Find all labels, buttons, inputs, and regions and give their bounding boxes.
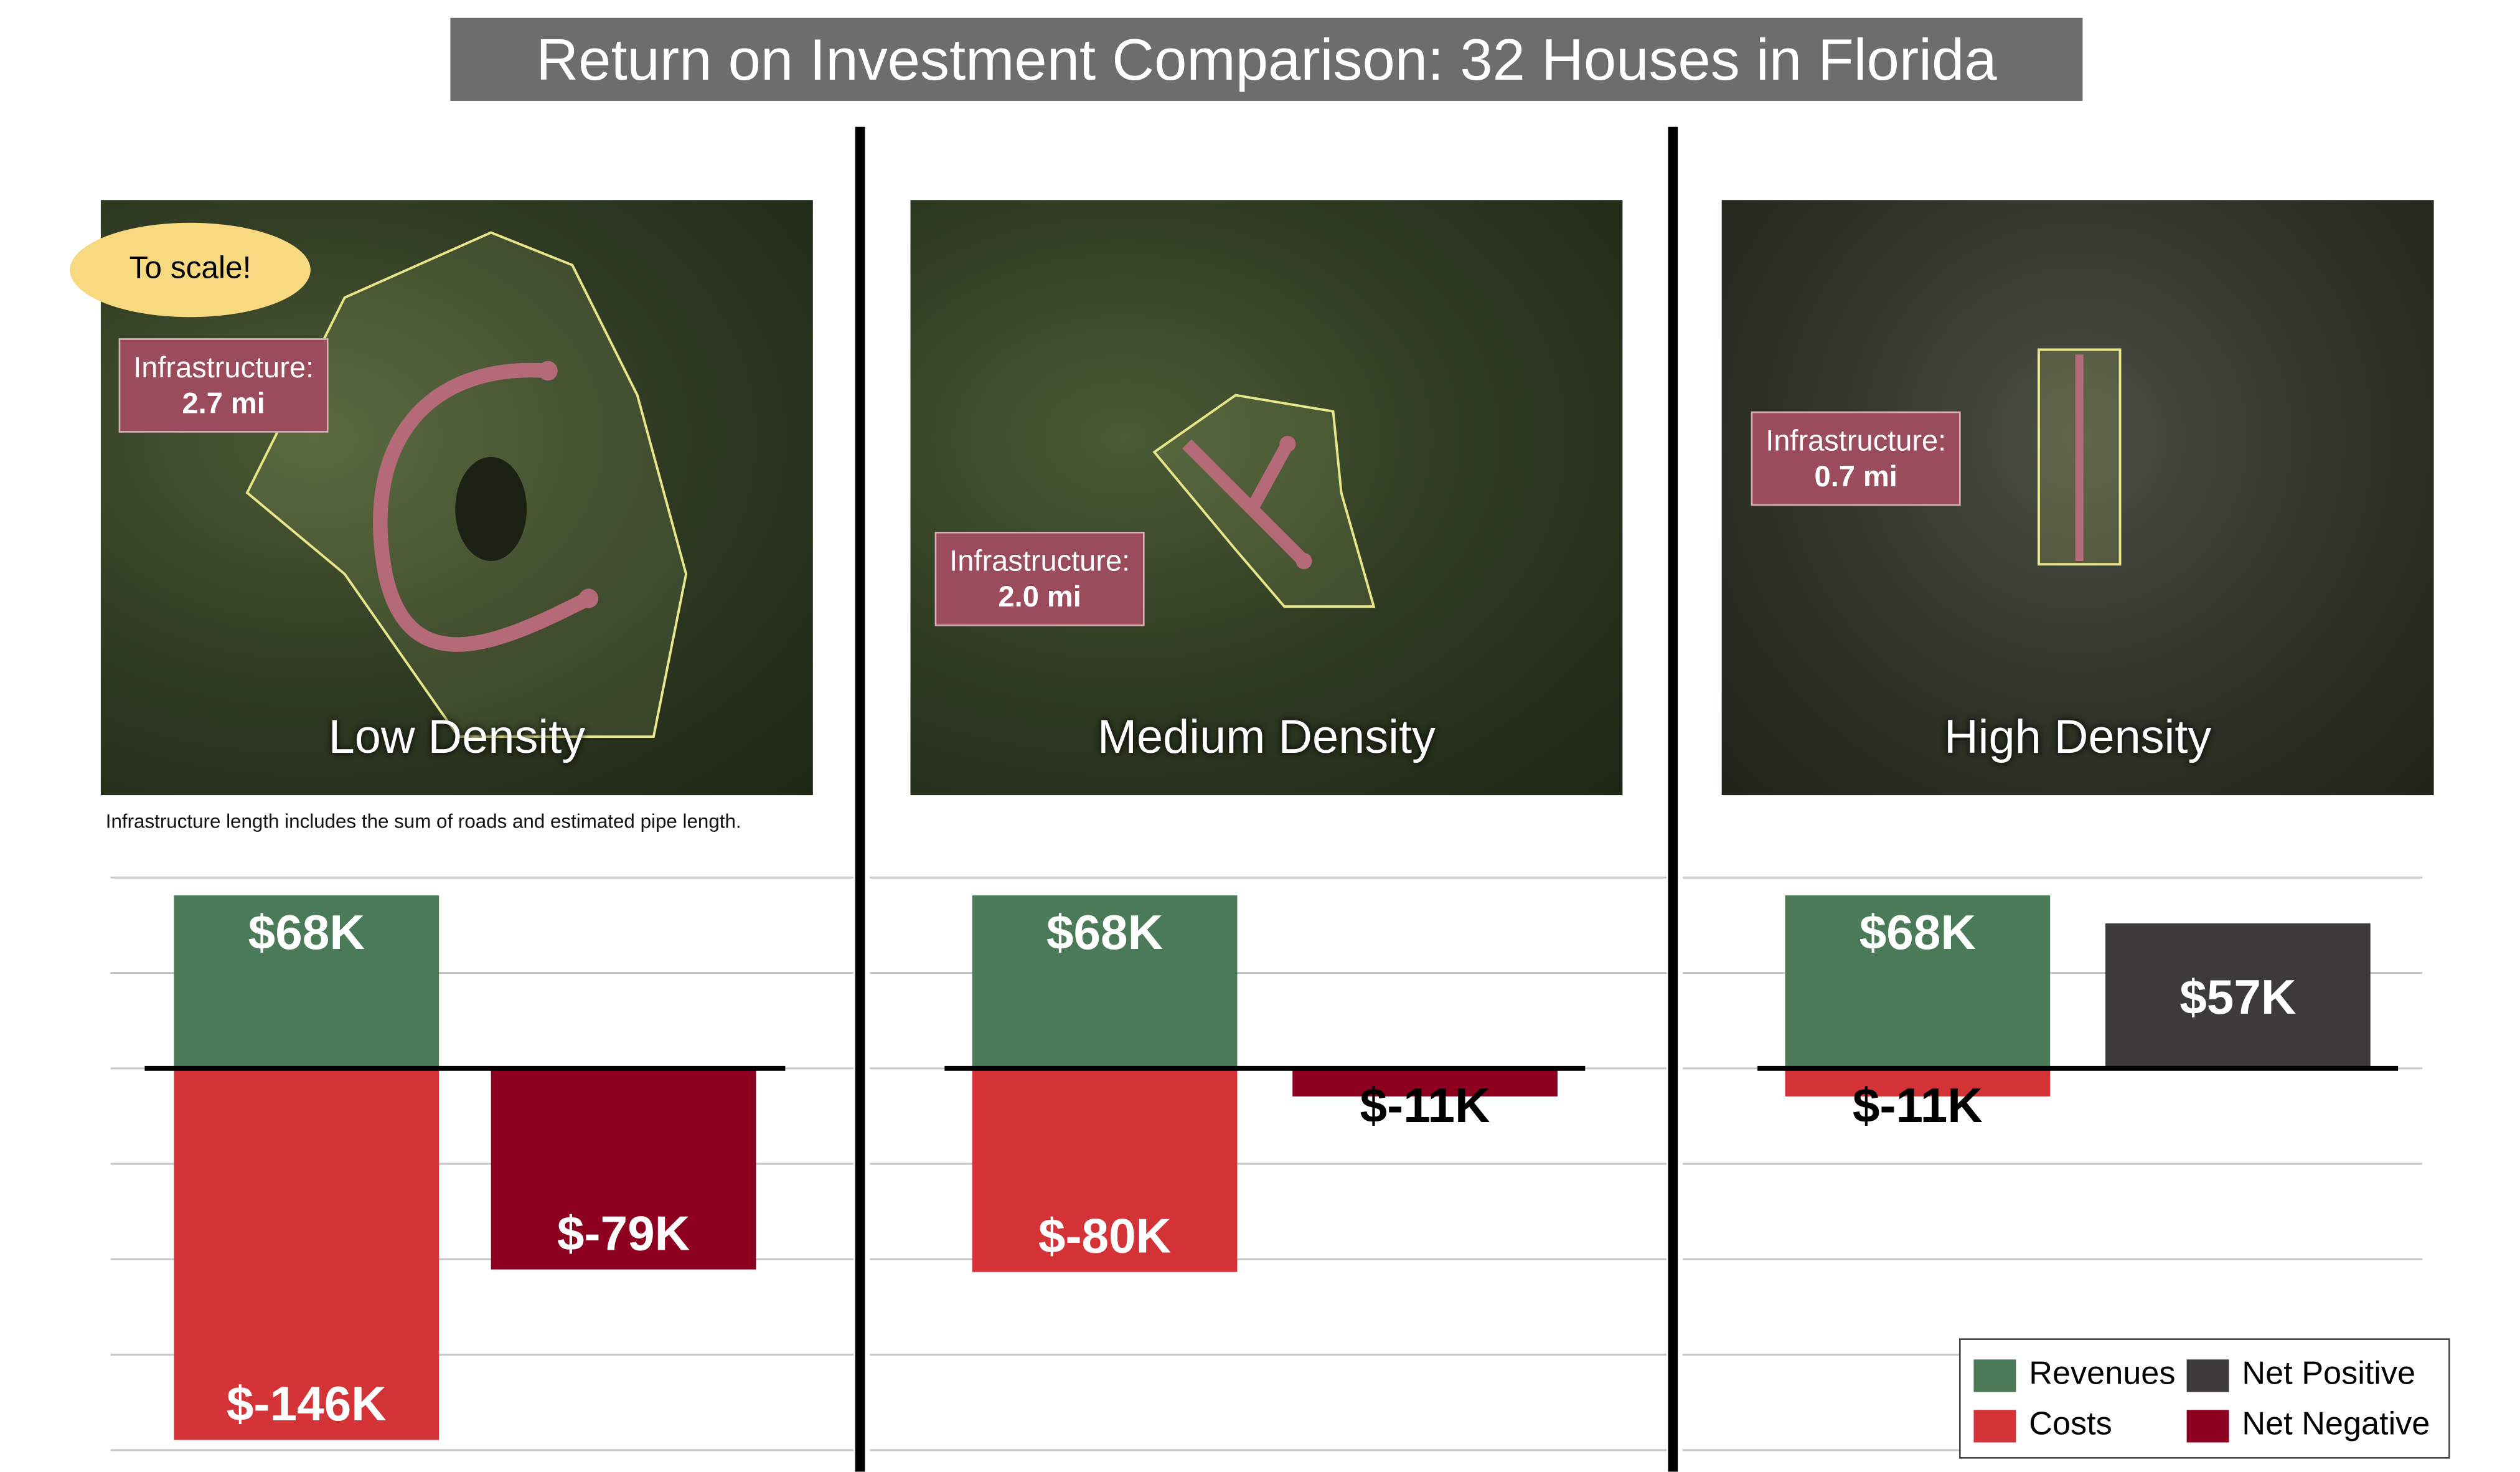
legend-swatch	[2186, 1358, 2229, 1392]
callout-value: 0.7 mi	[1814, 460, 1897, 493]
revenues-bar	[1785, 895, 2051, 1069]
revenues-bar	[972, 895, 1238, 1069]
page-title: Return on Investment Comparison: 32 Hous…	[450, 17, 2083, 101]
net-positive-label: $57K	[2179, 970, 2296, 1024]
legend-label: Costs	[2029, 1407, 2112, 1443]
callout-value: 2.0 mi	[998, 580, 1081, 613]
legend-swatch	[1973, 1358, 2016, 1392]
costs-label: $-11K	[1853, 1078, 1983, 1133]
medium-density-aerial-photo: Medium Density	[910, 200, 1623, 796]
revenues-label: $68K	[1859, 905, 1976, 960]
legend-item: Net Negative	[2186, 1407, 2430, 1444]
infrastructure-callout: Infrastructure: 2.0 mi	[934, 531, 1145, 626]
callout-label: Infrastructure:	[949, 544, 1131, 578]
net-negative-label: $-79K	[557, 1205, 690, 1260]
net-negative-bar	[491, 1068, 756, 1270]
legend-item: Revenues	[1973, 1356, 2175, 1394]
legend-label: Revenues	[2029, 1356, 2176, 1392]
legend-label: Net Positive	[2242, 1356, 2416, 1392]
legend-item: Net Positive	[2186, 1356, 2416, 1394]
panel-label: High Density	[1944, 712, 2212, 765]
divider	[1668, 126, 1678, 1472]
divider	[855, 126, 865, 1472]
to-scale-note: To scale!	[70, 222, 311, 318]
costs-label: $-146K	[227, 1376, 387, 1431]
panel-label: Low Density	[328, 712, 586, 765]
subdivision-outline	[2037, 348, 2122, 566]
revenues-bar	[174, 895, 440, 1069]
legend-item: Costs	[1973, 1407, 2112, 1444]
costs-bar	[174, 1068, 440, 1440]
legend-label: Net Negative	[2242, 1407, 2430, 1443]
subdivision-outline	[245, 231, 688, 738]
legend-swatch	[1973, 1408, 2016, 1442]
legend: Revenues Net Positive Costs Net Negative	[1958, 1338, 2450, 1459]
costs-bar	[1785, 1068, 2051, 1097]
revenues-label: $68K	[248, 905, 365, 960]
caption: Infrastructure length includes the sum o…	[105, 809, 741, 833]
infrastructure-callout: Infrastructure: 2.7 mi	[118, 338, 329, 433]
net-positive-bar	[2105, 923, 2371, 1069]
callout-label: Infrastructure:	[1765, 424, 1947, 457]
callout-value: 2.7 mi	[182, 387, 265, 420]
net-negative-bar	[1292, 1068, 1558, 1097]
costs-bar	[972, 1068, 1238, 1272]
costs-label: $-80K	[1038, 1208, 1171, 1263]
low-density-aerial-photo: Low Density	[100, 200, 813, 796]
panel-label: Medium Density	[1097, 712, 1436, 765]
net-negative-label: $-11K	[1360, 1078, 1490, 1133]
revenues-label: $68K	[1046, 905, 1163, 960]
legend-swatch	[2186, 1408, 2229, 1442]
infrastructure-callout: Infrastructure: 0.7 mi	[1751, 411, 1961, 506]
subdivision-outline	[1152, 394, 1376, 608]
callout-label: Infrastructure:	[133, 351, 314, 384]
